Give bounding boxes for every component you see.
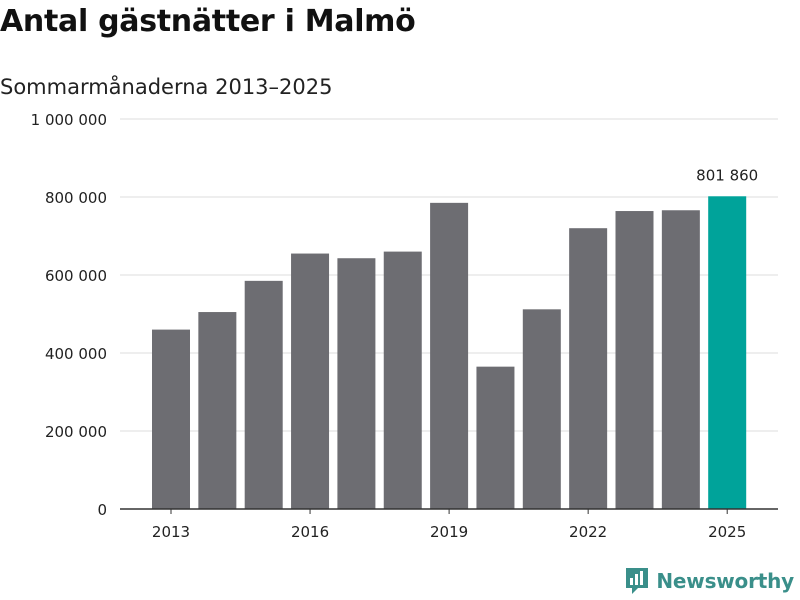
bar-2020	[476, 366, 515, 509]
y-tick-label: 400 000	[45, 345, 107, 363]
brand-label: Newsworthy	[656, 569, 794, 593]
bar-2014	[198, 312, 237, 509]
y-tick-label: 600 000	[45, 267, 107, 285]
bar-2023	[615, 211, 654, 510]
newsworthy-logo-icon	[626, 568, 649, 594]
y-tick-label: 0	[97, 501, 107, 519]
bar-2019	[430, 202, 469, 509]
bar-2016	[291, 253, 330, 509]
brand-logo: Newsworthy	[624, 566, 794, 596]
data-label: 801 860	[696, 166, 758, 184]
y-tick-label: 800 000	[45, 189, 107, 207]
bar-2013	[152, 329, 190, 509]
bar-2021	[522, 309, 561, 509]
x-tick-label: 2013	[152, 523, 190, 541]
x-tick-label: 2022	[569, 523, 607, 541]
chart-subtitle: Sommarmånaderna 2013–2025	[0, 75, 333, 99]
chart-title: Antal gästnätter i Malmö	[0, 4, 416, 39]
x-tick-label: 2025	[708, 523, 746, 541]
bar-2018	[383, 251, 422, 509]
bar-2025	[708, 196, 747, 509]
bar-2017	[337, 258, 376, 509]
x-tick-label: 2016	[291, 523, 329, 541]
bar-2022	[569, 228, 608, 509]
bar-2024	[661, 210, 700, 509]
y-tick-label: 200 000	[45, 423, 107, 441]
x-tick-label: 2019	[430, 523, 468, 541]
bar-2015	[244, 280, 283, 509]
y-tick-label: 1 000 000	[31, 111, 107, 129]
